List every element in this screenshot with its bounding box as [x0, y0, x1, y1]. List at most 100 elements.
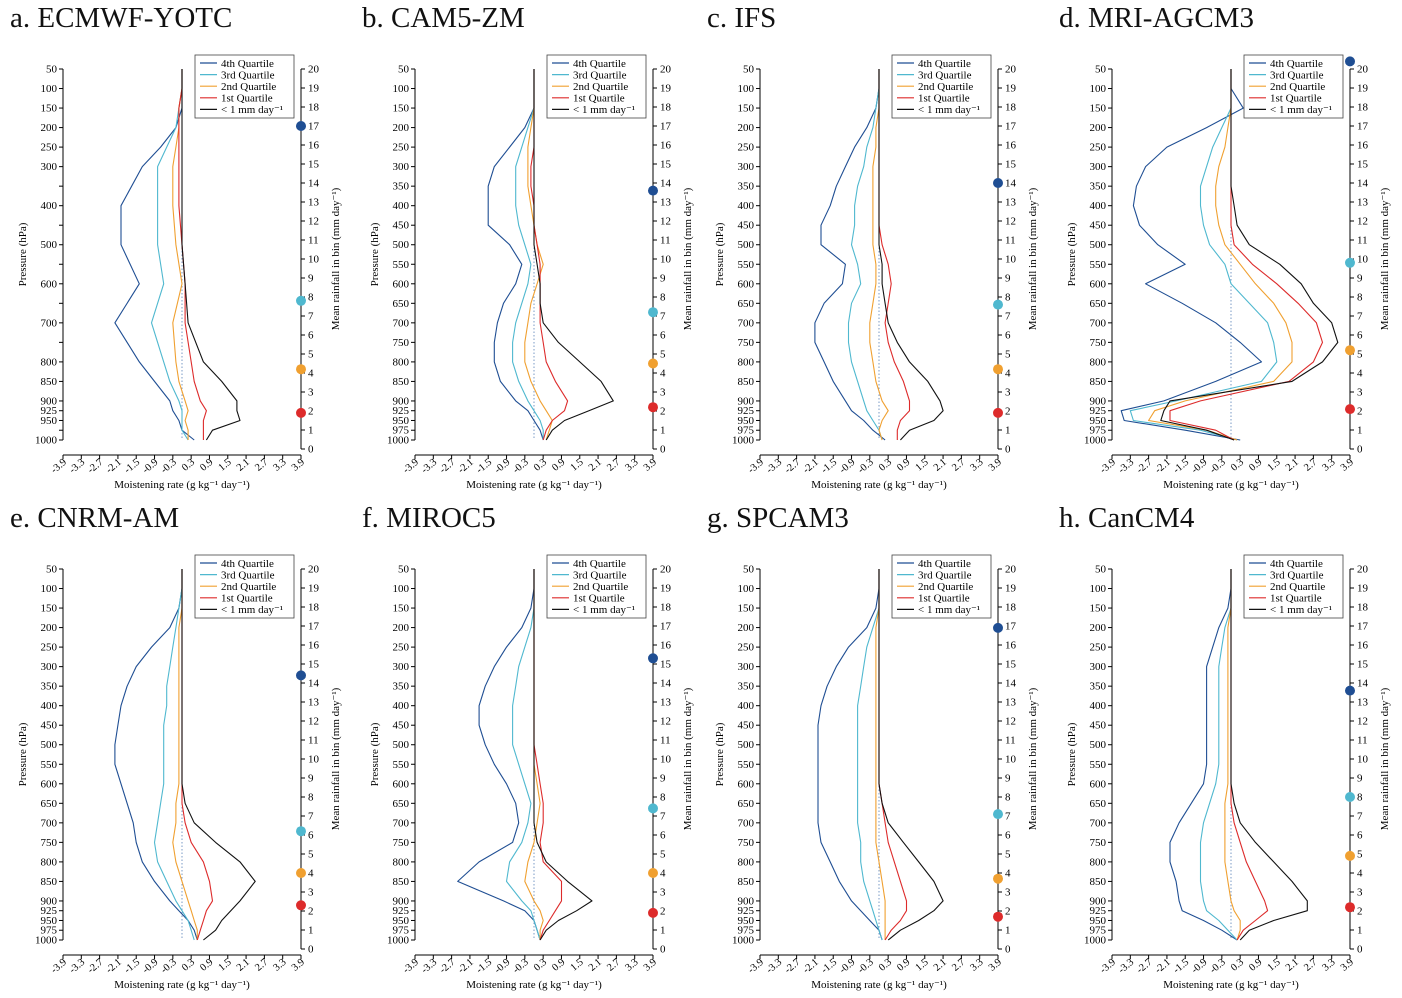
x-tick-label: 0.3	[532, 457, 549, 474]
y2-tick-label: 7	[308, 811, 314, 823]
y-tick-label: 150	[1090, 603, 1107, 615]
y2-tick-label: 14	[308, 178, 320, 190]
y-tick-label: 200	[1090, 122, 1107, 134]
x-tick-label: -2.7	[86, 957, 106, 976]
rainfall-marker-2	[993, 299, 1003, 310]
y-tick-label: 250	[393, 642, 410, 654]
y2-tick-label: 18	[660, 602, 672, 614]
series-line-4	[181, 569, 214, 941]
y2-tick-label: 15	[1357, 659, 1369, 671]
y-tick-label: 200	[1090, 622, 1107, 634]
y-tick-label: 400	[393, 200, 410, 212]
y-tick-label: 300	[41, 661, 58, 673]
x-tick-label: -2.7	[783, 957, 803, 976]
x-tick-label: 3.9	[987, 457, 1004, 474]
panel-a: a. ECMWF-YOTC 50 100 150 200 250 300 400 500 600…	[0, 0, 351, 497]
legend-label: < 1 mm day⁻¹	[573, 104, 635, 116]
series-line-5	[181, 69, 241, 441]
legend-label: 2nd Quartile	[918, 81, 973, 93]
y2-tick-label: 2	[660, 406, 666, 418]
series-line-5	[533, 69, 614, 441]
y-tick-label: 850	[1090, 376, 1107, 388]
rainfall-marker-3	[1345, 345, 1355, 356]
x-tick-label: 0.3	[877, 457, 894, 474]
y2-tick-label: 3	[308, 887, 314, 899]
y2-tick-label: 6	[1005, 330, 1011, 342]
x-tick-label: -1.5	[1171, 957, 1191, 976]
y2-tick-label: 9	[308, 273, 314, 285]
rainfall-marker-1	[296, 121, 306, 131]
x-tick-label: 2.1	[587, 457, 604, 474]
x-tick-label: -0.9	[1190, 457, 1210, 476]
y2-tick-label: 18	[1357, 602, 1369, 614]
x-tick-label: 0.3	[1229, 457, 1246, 474]
y-tick-label: 800	[393, 856, 410, 868]
y2-tick-label: 6	[1357, 330, 1363, 342]
y2-tick-label: 0	[308, 944, 314, 956]
y-tick-label: 450	[393, 220, 410, 232]
legend-label: 1st Quartile	[918, 593, 970, 605]
x-tick-label: -0.9	[838, 457, 858, 476]
y-tick-label: 50	[398, 564, 410, 576]
y2-tick-label: 13	[1357, 697, 1369, 709]
x-tick-label: 0.9	[1247, 457, 1264, 474]
y-tick-label: 650	[1090, 798, 1107, 810]
y-tick-label: 975	[738, 925, 755, 937]
y-tick-label: 50	[743, 64, 755, 76]
x-tick-label: 3.9	[290, 957, 307, 974]
rainfall-marker-4	[296, 900, 306, 911]
y-tick-label: 450	[738, 220, 755, 232]
x-tick-label: -0.3	[511, 457, 531, 476]
y2-tick-label: 14	[660, 678, 672, 690]
legend-label: < 1 mm day⁻¹	[918, 604, 980, 616]
panel-b: b. CAM5-ZM 50 100 150 200 250 300 350 400 450 500…	[352, 0, 703, 497]
chart-c: 5010015020025030035040045050055060065070…	[714, 54, 1039, 491]
panel-title: b. CAM5-ZM	[362, 2, 525, 34]
series-line-2	[153, 569, 195, 941]
y2-tick-label: 11	[660, 235, 671, 247]
y2-tick-label: 15	[1357, 159, 1369, 171]
y2-tick-label: 4	[1005, 868, 1011, 880]
x-axis-label: Moistening rate (g kg⁻¹ day⁻¹)	[466, 479, 602, 491]
y2-tick-label: 16	[660, 640, 672, 652]
legend-label: 1st Quartile	[573, 593, 625, 605]
y-tick-label: 100	[738, 83, 755, 95]
legend-label: 3rd Quartile	[1270, 69, 1324, 81]
x-tick-label: -2.1	[801, 957, 821, 976]
rainfall-marker-3	[1345, 850, 1355, 861]
y2-tick-label: 8	[1005, 292, 1011, 304]
series-line-3	[869, 69, 889, 441]
y-tick-label: 150	[1090, 103, 1107, 115]
y2-tick-label: 16	[660, 140, 672, 152]
x-tick-label: 0.3	[877, 957, 894, 974]
y-tick-label: 300	[393, 161, 410, 173]
y-tick-label: 250	[738, 642, 755, 654]
y-tick-label: 950	[393, 415, 410, 427]
y2-tick-label: 1	[1357, 425, 1363, 437]
y-axis-label: Pressure (hPa)	[1066, 222, 1078, 286]
x-tick-label: 3.3	[1320, 957, 1337, 974]
x-tick-label: -1.5	[819, 457, 839, 476]
y2-tick-label: 2	[308, 406, 314, 418]
x-tick-label: 1.5	[569, 957, 586, 974]
y2-tick-label: 8	[660, 292, 666, 304]
y-tick-label: 250	[738, 142, 755, 154]
rainfall-marker-1	[296, 670, 306, 681]
rainfall-marker-2	[648, 803, 658, 814]
y2-tick-label: 8	[1005, 792, 1011, 804]
y-tick-label: 250	[1090, 642, 1107, 654]
y2-tick-label: 13	[1005, 697, 1017, 709]
series-line-5	[1230, 569, 1308, 941]
rainfall-marker-2	[993, 809, 1003, 820]
y2-tick-label: 10	[1357, 254, 1369, 266]
x-tick-label: -1.5	[474, 457, 494, 476]
y2-tick-label: 4	[1357, 368, 1363, 380]
y2-tick-label: 3	[660, 387, 666, 399]
y2-tick-label: 16	[1357, 140, 1369, 152]
y-tick-label: 500	[1090, 739, 1107, 751]
y2-tick-label: 6	[1005, 830, 1011, 842]
y2-tick-label: 20	[660, 64, 672, 76]
x-tick-label: 3.9	[1339, 957, 1356, 974]
y-tick-label: 925	[1090, 405, 1107, 417]
legend-label: 1st Quartile	[918, 93, 970, 105]
